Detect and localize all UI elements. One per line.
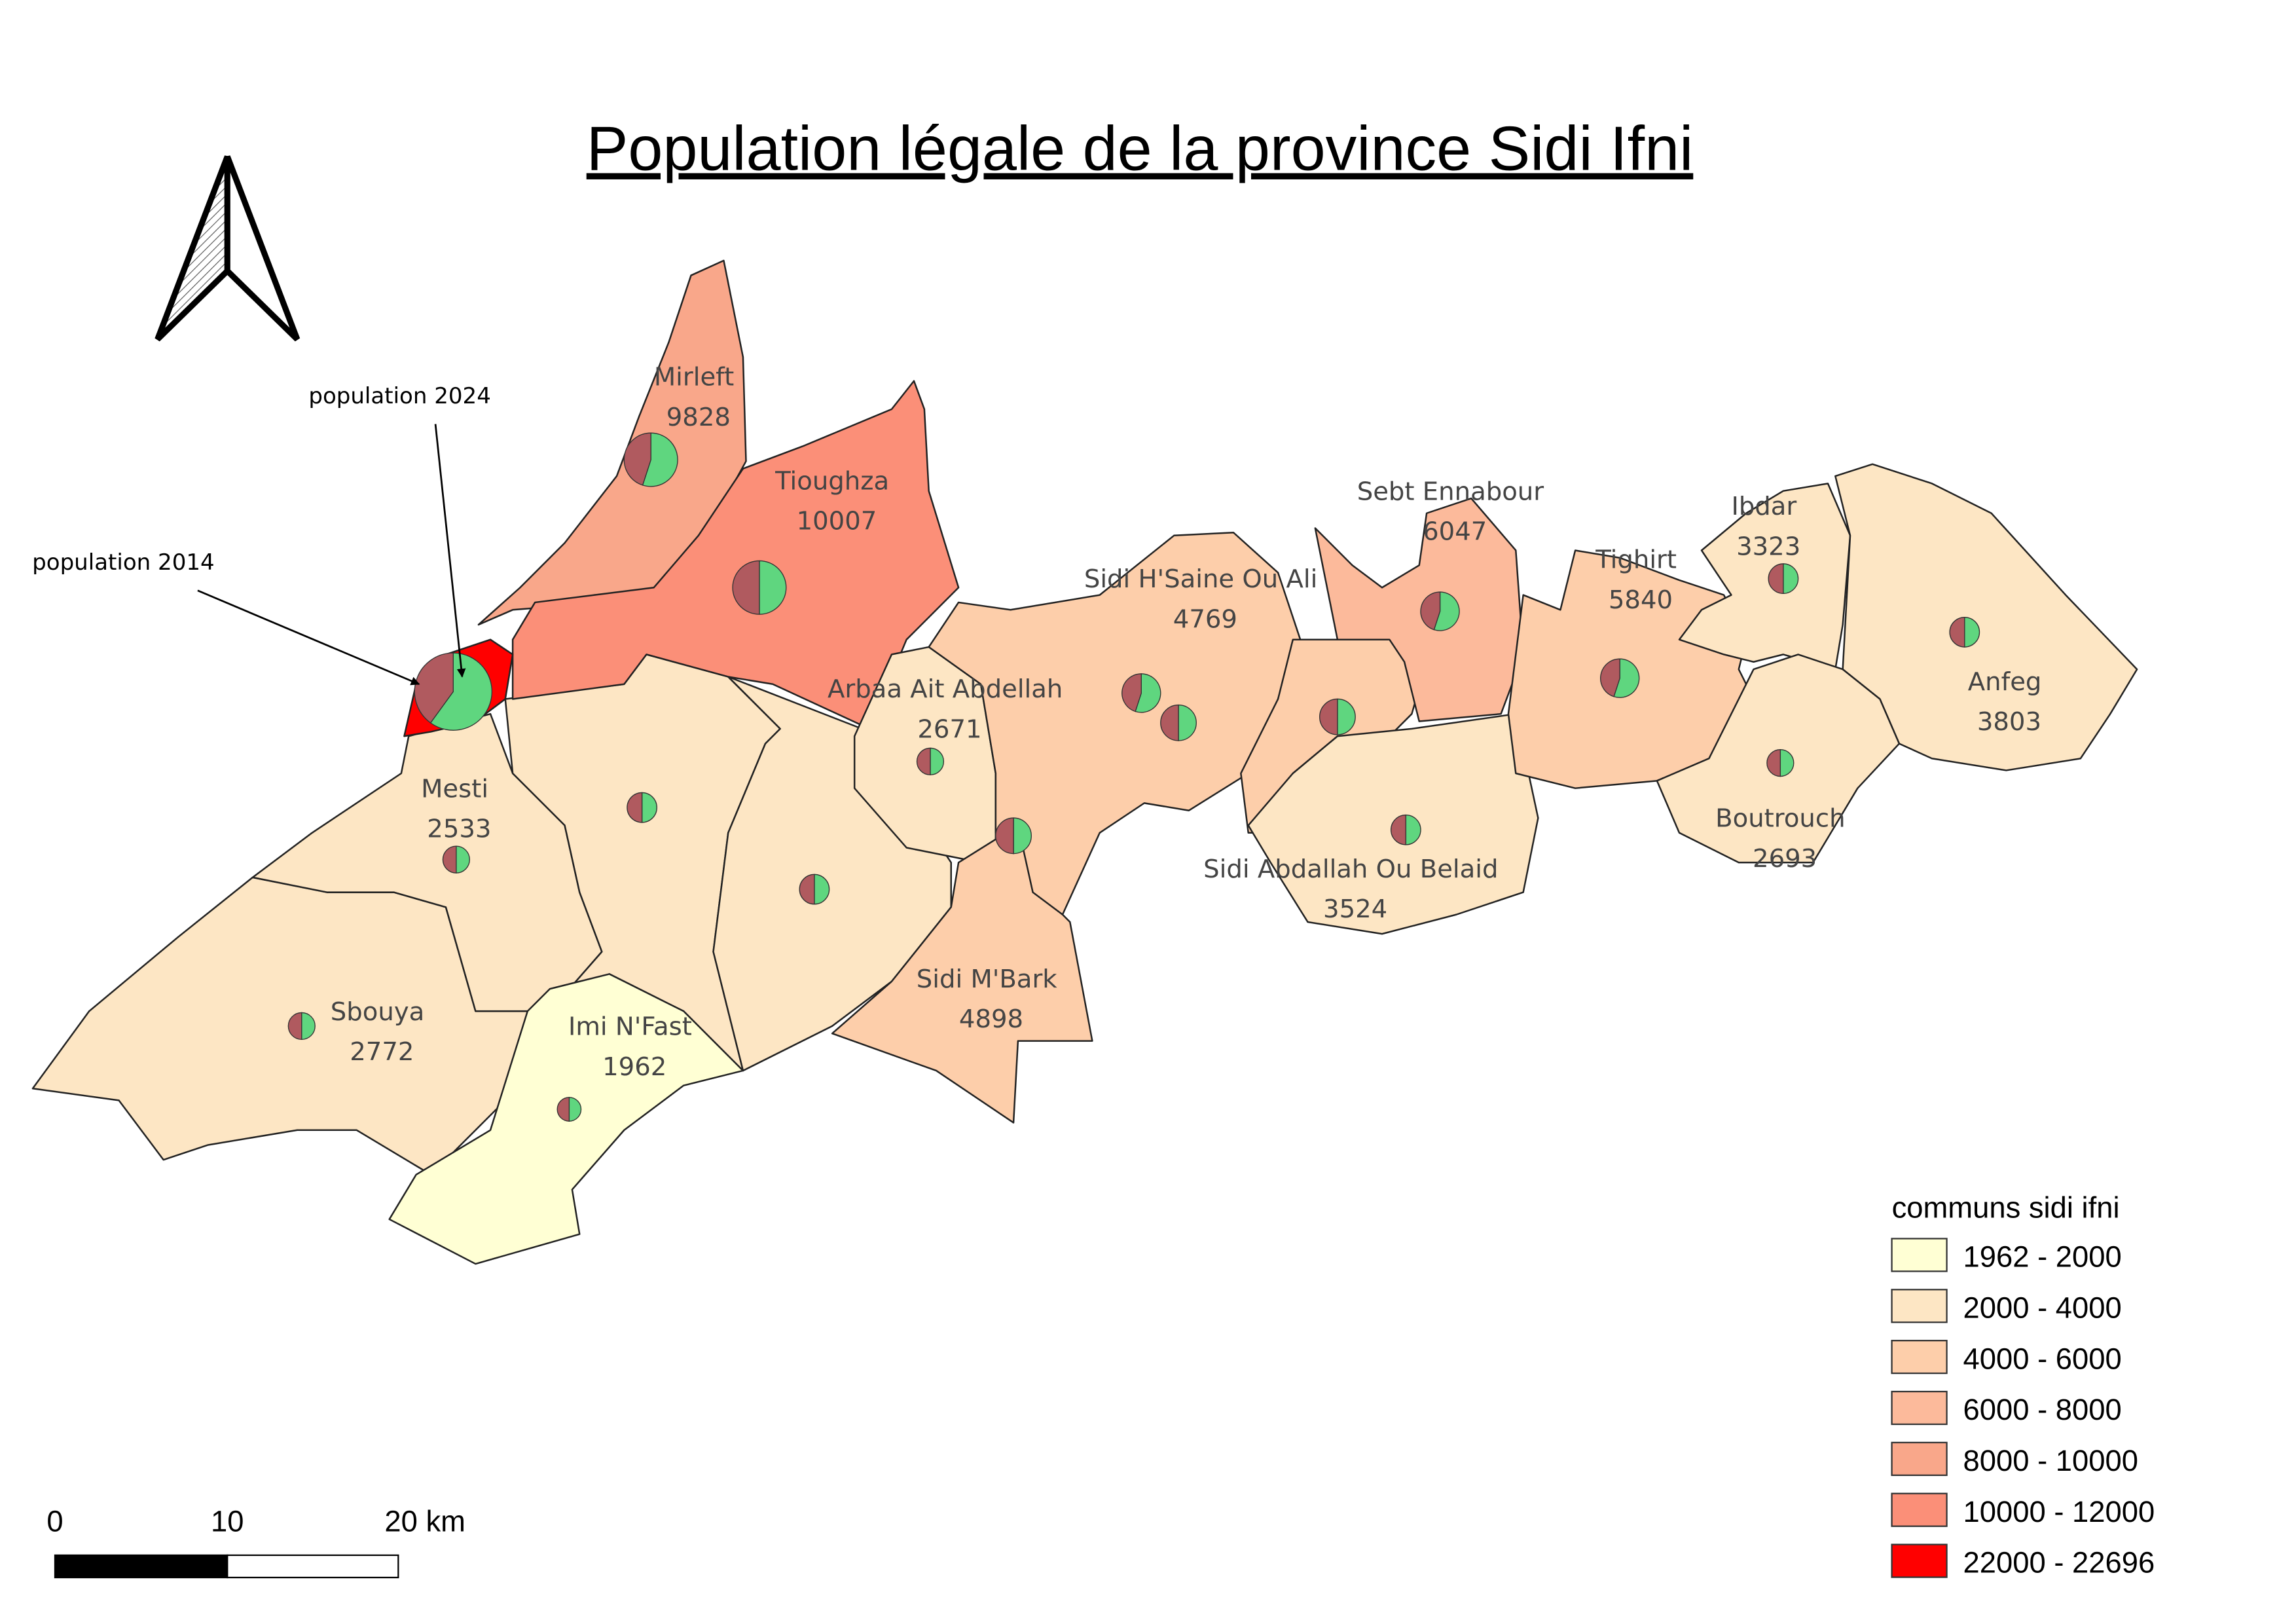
legend-label: 8000 - 10000 (1963, 1444, 2138, 1477)
commune-name: Sebt Ennabour (1357, 477, 1544, 506)
pie-slice (623, 432, 651, 486)
commune-population: 2693 (1753, 844, 1817, 874)
scale-label: 0 (46, 1505, 63, 1538)
commune-population: 3323 (1736, 532, 1800, 561)
commune-population: 4898 (959, 1005, 1023, 1034)
commune-population: 1962 (602, 1052, 666, 1082)
legend-label: 4000 - 6000 (1963, 1342, 2122, 1375)
pie-slice (1768, 563, 1784, 595)
pie-slice (1160, 704, 1179, 741)
commune-population: 2772 (350, 1037, 414, 1067)
pie-slice (930, 747, 945, 775)
commune-population: 2671 (917, 715, 981, 745)
legend: communs sidi ifni 1962 - 2000 2000 - 4000… (1891, 1191, 2155, 1579)
pie-slice (1319, 698, 1338, 735)
pie-slice (732, 560, 760, 615)
commune-name: Ibdar (1731, 492, 1796, 521)
scale-label: 10 (211, 1505, 244, 1538)
north-arrow (155, 155, 301, 342)
pie-slice (429, 652, 492, 731)
pie-slice (442, 845, 457, 874)
pie-slice (916, 747, 931, 775)
commune-name: Tighirt (1595, 545, 1677, 575)
pie-slice (1964, 616, 1980, 648)
region (1314, 497, 1524, 722)
scale-label: 20 km (384, 1505, 465, 1538)
annotation: population 2024 (308, 383, 491, 409)
map-title: Population légale de la province Sidi If… (587, 114, 1694, 183)
legend-swatch (1891, 1390, 1948, 1426)
pie-slice (1600, 658, 1620, 697)
pie-slice (1783, 563, 1799, 595)
pie-slice (799, 874, 815, 905)
pie-slice (287, 1012, 302, 1040)
commune-name: Mesti (421, 774, 488, 803)
pie-slice (1766, 748, 1781, 777)
pie-slice (814, 874, 830, 905)
pie-slice (1420, 591, 1441, 631)
legend-label: 22000 - 22696 (1963, 1546, 2155, 1579)
legend-swatch (1891, 1543, 1948, 1578)
pie-slice (1779, 748, 1795, 777)
pie-slice (1405, 814, 1421, 845)
pie-slice (301, 1012, 316, 1040)
commune-name: Sidi Abdallah Ou Belaid (1203, 855, 1498, 884)
pie-slice (1178, 704, 1197, 741)
commune-name: Arbaa Ait Abdellah (828, 674, 1063, 704)
commune-name: Imi N'Fast (568, 1012, 692, 1041)
legend-swatch (1891, 1441, 1948, 1476)
legend-label: 1962 - 2000 (1963, 1240, 2122, 1274)
pie-charts (287, 432, 1980, 1122)
commune-name: Tioughza (774, 466, 889, 496)
pie-slice (1390, 814, 1407, 845)
commune-population: 9828 (666, 403, 731, 432)
commune-population: 3524 (1323, 895, 1387, 924)
pie-slice (642, 432, 678, 487)
commune-name: Sbouya (331, 997, 425, 1027)
commune-name: Sidi H'Saine Ou Ali (1084, 564, 1318, 594)
pie-slice (1121, 673, 1142, 712)
pie-slice (1337, 698, 1356, 735)
commune-population: 2533 (427, 815, 491, 844)
legend-swatch (1891, 1238, 1948, 1272)
annotation: population 2014 (32, 549, 215, 576)
scale-bar: 0 10 20 km (46, 1505, 465, 1579)
commune-labels: Mirleft 9828 Tioughza 10007 Sebt Ennabour 604… (331, 363, 2042, 1082)
commune-population: 3803 (1977, 707, 2041, 737)
legend-title: communs sidi ifni (1892, 1191, 2120, 1225)
legend-label: 10000 - 12000 (1963, 1495, 2155, 1528)
legend-label: 6000 - 8000 (1963, 1393, 2122, 1426)
legend-label: 2000 - 4000 (1963, 1291, 2122, 1324)
annotations: population 2024 population 2014 (32, 383, 491, 686)
pie-slice (759, 560, 787, 615)
pie-slice (1949, 616, 1965, 648)
commune-population: 5840 (1609, 585, 1673, 615)
pie-slice (556, 1097, 570, 1122)
pie-slice (627, 792, 643, 823)
commune-name: Boutrouch (1715, 804, 1845, 834)
arrow (434, 424, 466, 678)
commune-name: Anfeg (1968, 667, 2042, 697)
arrow (197, 589, 420, 686)
region (511, 380, 960, 730)
pie-slice (568, 1097, 582, 1122)
commune-population: 6047 (1423, 517, 1487, 547)
legend-swatch (1891, 1289, 1948, 1323)
legend-swatch (1891, 1340, 1948, 1375)
pie-slice (995, 817, 1014, 855)
pie-slice (1013, 817, 1032, 855)
commune-population: 10007 (797, 507, 877, 536)
pie-slice (641, 792, 657, 823)
pie-slice (456, 845, 470, 874)
commune-name: Sidi M'Bark (917, 965, 1058, 994)
legend-swatch (1891, 1492, 1948, 1527)
commune-population: 4769 (1173, 605, 1237, 635)
commune-name: Mirleft (654, 363, 734, 392)
